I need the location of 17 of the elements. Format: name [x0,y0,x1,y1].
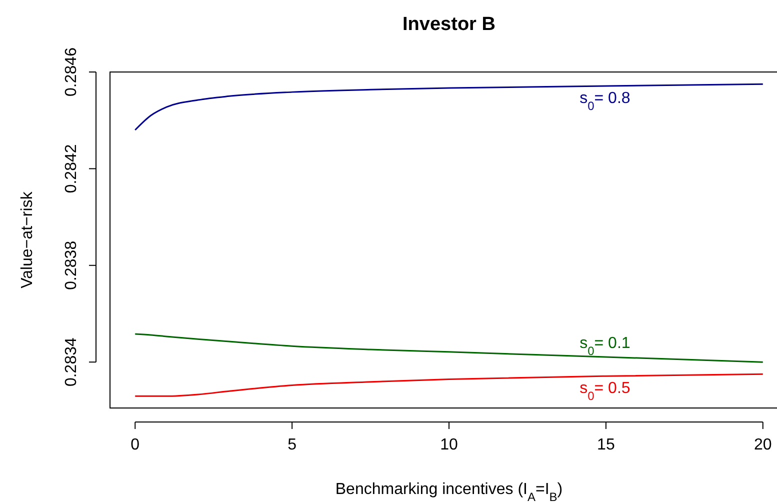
series-label: s$_{0}$= 0.8 [580,90,630,114]
y-tick-label: 0.2834 [63,338,80,387]
x-tick-label: 15 [597,436,615,454]
chart-title: Investor B [402,14,496,35]
y-tick-label: 0.2846 [63,47,80,96]
x-tick-label: 10 [440,436,458,454]
series-label: s$_{0}$= 0.5 [580,380,630,404]
x-axis-title: Benchmarking incentives (I$_{A}$=I$_{B}$) [335,481,563,502]
line-series [134,333,764,363]
y-tick-label: 0.2842 [63,144,80,194]
x-tick-label: 0 [130,436,140,454]
x-tick-label: 20 [754,436,772,454]
series-label: s$_{0}$= 0.1 [580,334,630,358]
y-tick-label: 0.2838 [63,240,80,290]
x-tick-label: 5 [288,436,297,454]
line-series [134,83,764,131]
y-axis-title: Value−at−risk [19,190,36,288]
